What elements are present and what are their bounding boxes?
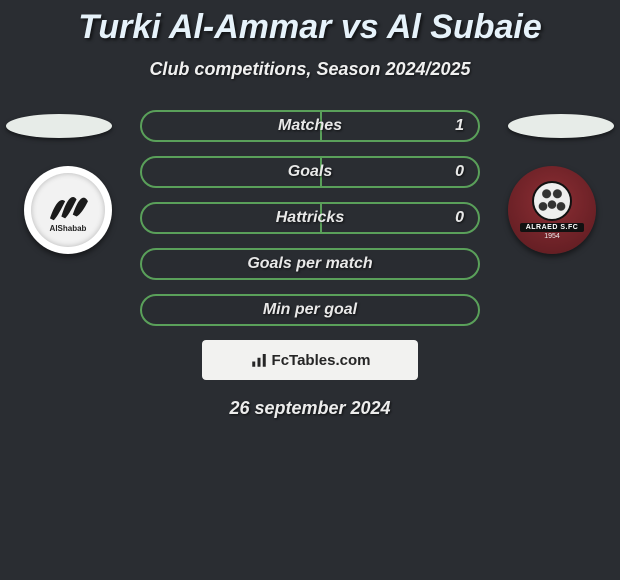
- page-subtitle: Club competitions, Season 2024/2025: [0, 59, 620, 80]
- player-slot-right: [508, 114, 614, 138]
- brand-text: FcTables.com: [272, 352, 371, 369]
- club-badge-left: AlShabab: [24, 166, 112, 254]
- stat-rows: Matches 1 Goals 0 Hattricks 0 Goals per match M…: [140, 110, 480, 326]
- stat-row: Hattricks 0: [140, 202, 480, 234]
- stat-value-right: 1: [455, 117, 464, 135]
- stat-label: Hattricks: [276, 209, 344, 227]
- bar-chart-icon: [250, 351, 268, 369]
- page-title: Turki Al-Ammar vs Al Subaie: [0, 0, 620, 47]
- stat-label: Matches: [278, 117, 342, 135]
- club-badge-right-inner: ALRAED S.FC 1954: [508, 166, 596, 254]
- club-badge-left-inner: AlShabab: [31, 173, 105, 247]
- stat-label: Goals per match: [247, 255, 372, 273]
- alshabab-mark-icon: [43, 188, 93, 226]
- club-badge-right: ALRAED S.FC 1954: [508, 166, 596, 254]
- stat-value-right: 0: [455, 209, 464, 227]
- stat-label: Goals: [288, 163, 332, 181]
- club-badge-right-label: ALRAED S.FC: [520, 223, 585, 232]
- date-text: 26 september 2024: [0, 398, 620, 419]
- stat-row: Goals per match: [140, 248, 480, 280]
- football-icon: [532, 181, 572, 221]
- stat-row: Goals 0: [140, 156, 480, 188]
- stat-row: Min per goal: [140, 294, 480, 326]
- stat-row: Matches 1: [140, 110, 480, 142]
- comparison-panel: AlShabab ALRAED S.FC 1954 Matches 1 Goals 0…: [0, 110, 620, 419]
- stat-value-right: 0: [455, 163, 464, 181]
- stat-label: Min per goal: [263, 301, 357, 319]
- club-badge-right-year: 1954: [544, 233, 560, 240]
- player-slot-left: [6, 114, 112, 138]
- club-badge-left-label: AlShabab: [50, 224, 87, 233]
- brand-box: FcTables.com: [202, 340, 418, 380]
